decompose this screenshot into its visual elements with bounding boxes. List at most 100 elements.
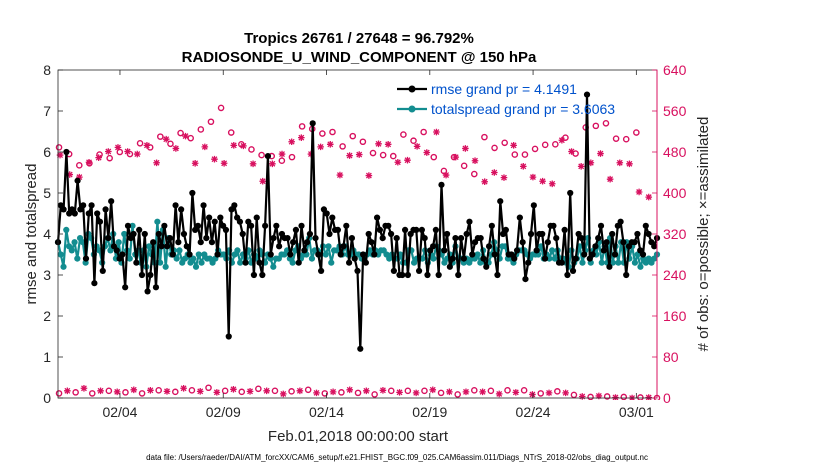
rmse-point bbox=[208, 239, 216, 246]
obs-assimilated-point bbox=[124, 148, 131, 155]
obs-assimilated-point bbox=[433, 128, 440, 136]
rmse-point bbox=[236, 218, 244, 225]
rmse-point bbox=[334, 226, 342, 233]
totalspread-point bbox=[430, 255, 437, 262]
rmse-point bbox=[443, 230, 451, 238]
rmse-point bbox=[432, 226, 439, 233]
obs-assimilated-point bbox=[442, 171, 450, 179]
rmse-point bbox=[295, 259, 302, 266]
y-tick-label-left: 1 bbox=[43, 349, 51, 365]
rmse-point bbox=[399, 271, 406, 279]
obs-assimilated-point bbox=[346, 152, 353, 159]
rmse-point bbox=[136, 226, 143, 233]
obs-assimilated-point bbox=[413, 143, 421, 150]
rmse-point bbox=[371, 251, 378, 258]
rmse-point bbox=[564, 271, 571, 279]
y-tick-label-right: 400 bbox=[663, 185, 687, 201]
obs-assimilated-point bbox=[471, 157, 479, 165]
rmse-point bbox=[91, 280, 98, 287]
obs-possible-point bbox=[217, 104, 225, 112]
rmse-point bbox=[250, 271, 258, 279]
obs-assimilated-point bbox=[384, 141, 392, 148]
obs-assimilated-point bbox=[230, 385, 237, 393]
rmse-point bbox=[82, 255, 90, 262]
obs-assimilated-point bbox=[404, 156, 411, 164]
y-axis-label-right: # of obs: o=possible; ×=assimilated bbox=[695, 117, 712, 352]
legend-label-rmse: rmse grand pr = 4.1491 bbox=[431, 81, 577, 97]
totalspread-point bbox=[115, 239, 122, 246]
y-tick-label-left: 2 bbox=[43, 308, 51, 324]
x-axis-label: Feb.01,2018 00:00:00 start bbox=[268, 428, 449, 445]
obs-assimilated-point bbox=[313, 389, 320, 397]
rmse-point bbox=[197, 239, 204, 246]
rmse-point bbox=[639, 251, 647, 258]
rmse-point bbox=[164, 243, 171, 250]
rmse-point bbox=[354, 267, 361, 274]
chart-title-line1: Tropics 26761 / 27648 = 96.792% bbox=[244, 30, 474, 47]
obs-possible-point bbox=[387, 387, 395, 395]
legend-marker-totalspread bbox=[408, 105, 416, 113]
obs-assimilated-point bbox=[230, 142, 238, 149]
totalspread-point bbox=[546, 255, 553, 262]
obs-assimilated-point bbox=[355, 151, 363, 158]
totalspread-point bbox=[308, 255, 316, 262]
obs-assimilated-point bbox=[558, 136, 566, 144]
obs-possible-point bbox=[602, 120, 610, 127]
obs-assimilated-point bbox=[635, 188, 643, 196]
obs-possible-point bbox=[637, 394, 644, 400]
obs-possible-point bbox=[157, 133, 164, 140]
rmse-point bbox=[161, 222, 168, 229]
obs-assimilated-point bbox=[196, 388, 204, 395]
rmse-point bbox=[124, 222, 132, 229]
totalspread-point bbox=[289, 259, 296, 266]
totalspread-point bbox=[474, 251, 481, 258]
obs-possible-point bbox=[207, 118, 215, 126]
obs-assimilated-point bbox=[326, 141, 334, 148]
rmse-point bbox=[530, 202, 537, 209]
rmse-point bbox=[463, 230, 470, 238]
rmse-point bbox=[150, 239, 157, 246]
obs-assimilated-point bbox=[462, 388, 470, 396]
totalspread-point bbox=[609, 259, 616, 266]
obs-assimilated-point bbox=[597, 150, 604, 157]
obs-possible-point bbox=[501, 139, 508, 147]
obs-assimilated-point bbox=[577, 163, 585, 170]
rmse-point bbox=[600, 247, 607, 254]
obs-assimilated-point bbox=[76, 173, 83, 181]
obs-possible-point bbox=[188, 387, 196, 394]
obs-possible-point bbox=[410, 137, 417, 145]
x-tick-label: 02/19 bbox=[412, 404, 447, 420]
rmse-point bbox=[141, 230, 148, 238]
obs-assimilated-point bbox=[153, 159, 160, 167]
totalspread-point bbox=[176, 247, 183, 254]
obs-possible-point bbox=[136, 139, 144, 147]
rmse-point bbox=[273, 222, 280, 229]
rmse-point bbox=[264, 153, 272, 160]
obs-assimilated-point bbox=[147, 387, 154, 394]
rmse-point bbox=[183, 243, 190, 250]
y-tick-label-right: 160 bbox=[663, 308, 687, 324]
y-tick-label-right: 320 bbox=[663, 226, 687, 242]
rmse-point bbox=[457, 235, 465, 242]
rmse-point bbox=[455, 271, 462, 279]
rmse-point bbox=[446, 263, 453, 270]
obs-possible-point bbox=[271, 387, 279, 395]
obs-assimilated-point bbox=[163, 388, 171, 395]
obs-possible-point bbox=[319, 130, 326, 137]
obs-possible-point bbox=[255, 385, 262, 393]
obs-possible-point bbox=[338, 389, 345, 396]
obs-possible-point bbox=[620, 393, 628, 400]
obs-assimilated-point bbox=[97, 387, 104, 395]
obs-possible-point bbox=[288, 153, 296, 161]
rmse-point bbox=[418, 226, 425, 233]
rmse-point bbox=[413, 226, 420, 233]
rmse-point bbox=[449, 255, 456, 262]
rmse-point bbox=[497, 198, 504, 205]
rmse-point bbox=[390, 267, 397, 274]
obs-assimilated-point bbox=[288, 138, 295, 146]
rmse-point bbox=[385, 222, 392, 229]
obs-possible-point bbox=[531, 145, 539, 153]
rmse-point bbox=[186, 251, 193, 258]
y-axis-label-left: rmse and totalspread bbox=[23, 164, 40, 305]
rmse-point bbox=[525, 259, 532, 266]
